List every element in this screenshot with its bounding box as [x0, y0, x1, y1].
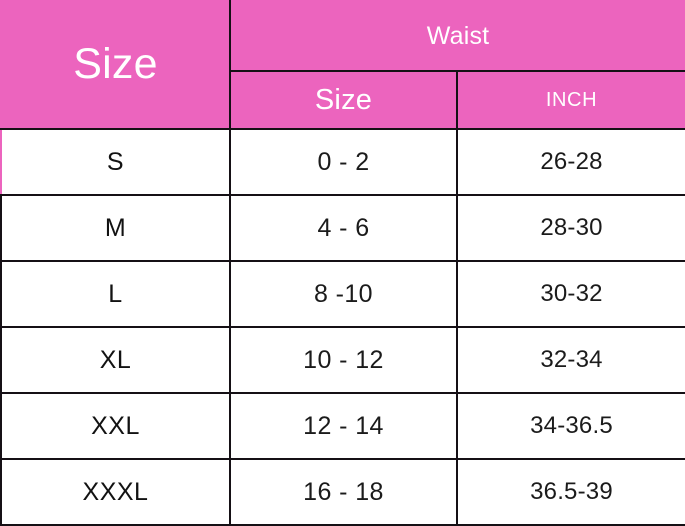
- row-size-label: S: [0, 128, 231, 196]
- row-waist-inch: 34-36.5: [455, 392, 685, 460]
- table-body: S 0 - 2 26-28 M 4 - 6 28-30 L 8 -10 30-3…: [0, 128, 685, 526]
- table-header: Size Waist Size INCH: [0, 0, 685, 130]
- header-row-primary: Size Waist: [0, 0, 685, 130]
- row-waist-size: 12 - 14: [229, 392, 458, 460]
- row-waist-inch: 28-30: [455, 194, 685, 262]
- table-row: L 8 -10 30-32: [0, 260, 685, 328]
- table-row: S 0 - 2 26-28: [0, 128, 685, 196]
- column-header-waist: Waist: [228, 0, 685, 72]
- column-header-waist-inch: INCH: [455, 70, 685, 130]
- column-header-waist-size: Size: [229, 70, 458, 130]
- row-waist-size: 16 - 18: [229, 458, 458, 526]
- table-row: XXXL 16 - 18 36.5-39: [0, 458, 685, 526]
- row-size-label: XXL: [0, 392, 231, 460]
- row-size-label: XXXL: [0, 458, 231, 526]
- row-waist-inch: 36.5-39: [455, 458, 685, 526]
- table-row: XXL 12 - 14 34-36.5: [0, 392, 685, 460]
- header-row-secondary: Size INCH: [1, 70, 685, 130]
- row-waist-inch: 32-34: [455, 326, 685, 394]
- row-waist-size: 0 - 2: [229, 128, 458, 196]
- row-size-label: M: [0, 194, 231, 262]
- table-row: XL 10 - 12 32-34: [0, 326, 685, 394]
- row-waist-inch: 30-32: [455, 260, 685, 328]
- row-waist-inch: 26-28: [455, 128, 685, 196]
- row-waist-size: 10 - 12: [229, 326, 458, 394]
- row-size-label: L: [0, 260, 231, 328]
- row-size-label: XL: [0, 326, 231, 394]
- row-waist-size: 4 - 6: [229, 194, 458, 262]
- table-row: M 4 - 6 28-30: [0, 194, 685, 262]
- column-header-size: Size: [0, 0, 231, 130]
- row-waist-size: 8 -10: [229, 260, 458, 328]
